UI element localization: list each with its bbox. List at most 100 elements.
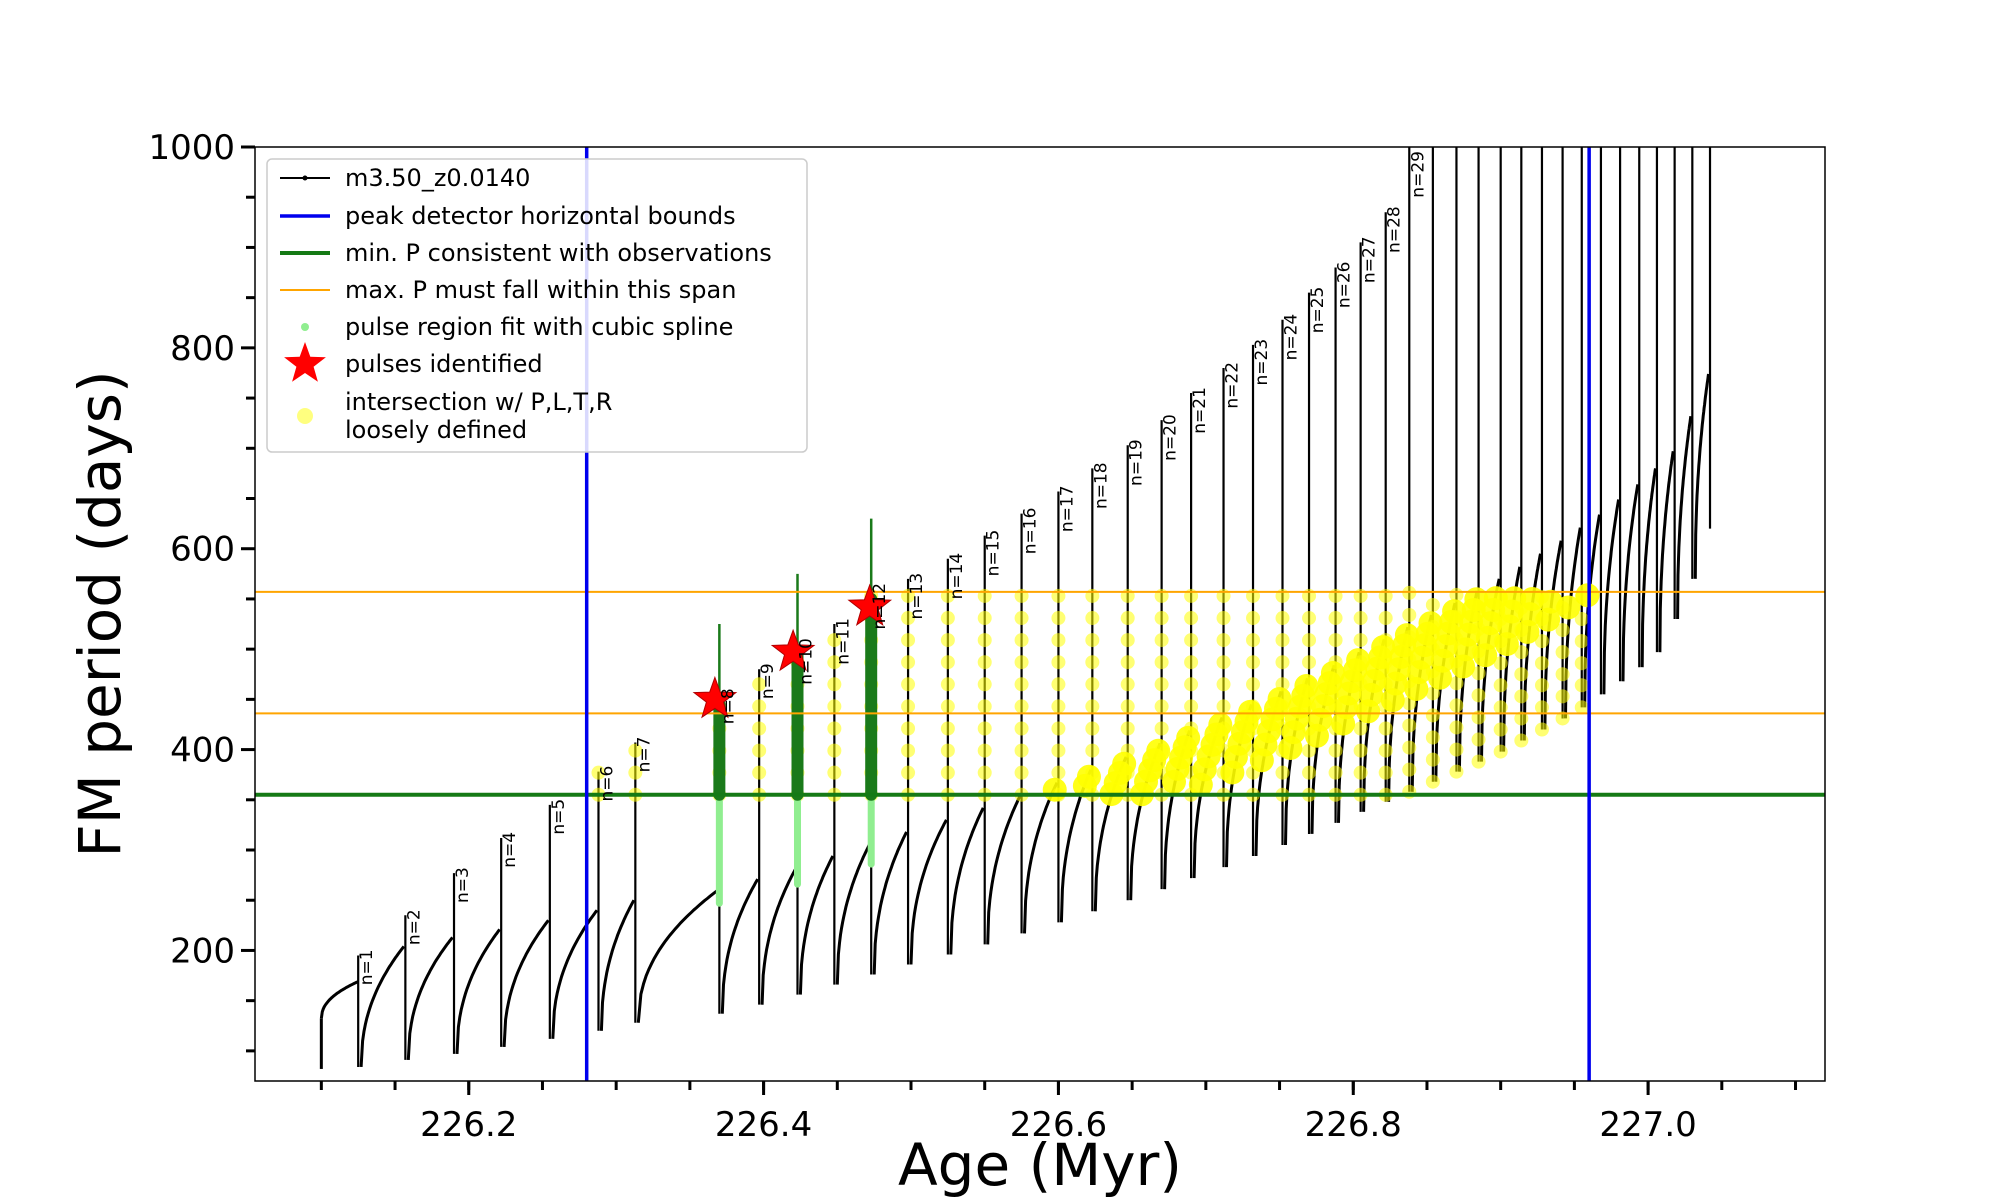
intersection-marker: [1574, 656, 1589, 671]
intersection-marker: [1120, 699, 1135, 714]
intersection-marker: [1184, 611, 1199, 626]
intersection-marker: [1402, 585, 1417, 600]
pulse-number-label: n=1: [357, 949, 377, 985]
x-tick-label: 226.2: [420, 1105, 517, 1145]
pulse-number-label: n=10: [796, 638, 816, 685]
intersection-marker: [1574, 678, 1589, 693]
intersection-marker: [1042, 777, 1067, 802]
intersection-marker: [1302, 743, 1317, 758]
intersection-marker: [1514, 711, 1529, 726]
legend-swatch: [284, 342, 326, 382]
intersection-marker: [1154, 611, 1169, 626]
pulse-number-label: n=12: [870, 583, 890, 630]
intersection-marker: [1014, 633, 1029, 648]
intersection-marker: [1184, 699, 1199, 714]
intersection-marker: [901, 655, 916, 670]
track-segment: [1023, 782, 1059, 934]
intersection-marker: [1154, 655, 1169, 670]
intersection-marker: [1051, 699, 1066, 714]
intersection-marker: [1394, 623, 1419, 648]
intersection-marker: [628, 743, 643, 758]
intersection-marker: [1402, 740, 1417, 755]
intersection-marker: [1216, 655, 1231, 670]
pulse-number-label: n=18: [1091, 462, 1111, 509]
pulse-number-label: n=21: [1190, 387, 1210, 434]
intersection-marker: [1051, 677, 1066, 692]
intersection-marker: [1328, 633, 1343, 648]
intersection-marker: [1425, 752, 1440, 767]
intersection-marker: [1378, 765, 1393, 780]
intersection-marker: [1076, 764, 1101, 789]
legend-box: [266, 158, 808, 453]
intersection-marker: [1534, 678, 1549, 693]
intersection-marker: [977, 765, 992, 780]
intersection-marker: [1449, 676, 1464, 691]
intersection-marker: [827, 677, 842, 692]
legend-label: m3.50_z0.0140: [345, 164, 530, 192]
track-segment: [455, 928, 501, 1054]
intersection-marker: [827, 699, 842, 714]
intersection-marker: [1085, 677, 1100, 692]
intersection-marker: [1275, 633, 1290, 648]
intersection-marker: [901, 765, 916, 780]
pulse-number-label: n=3: [453, 867, 473, 903]
intersection-marker: [1154, 677, 1169, 692]
intersection-marker: [827, 655, 842, 670]
intersection-marker: [1449, 742, 1464, 757]
intersection-marker: [1425, 774, 1440, 789]
plot-frame: [254, 146, 1826, 1082]
intersection-marker: [1014, 655, 1029, 670]
intersection-marker: [1555, 623, 1570, 638]
intersection-marker: [940, 677, 955, 692]
intersection-marker: [1085, 611, 1100, 626]
pulse-number-label: n=14: [947, 553, 967, 600]
intersection-marker: [977, 633, 992, 648]
intersection-marker: [1515, 619, 1540, 644]
intersection-marker: [1493, 700, 1508, 715]
intersection-marker: [1328, 765, 1343, 780]
intersection-marker: [1275, 611, 1290, 626]
intersection-marker: [1471, 732, 1486, 747]
pulse-number-label: n=8: [718, 688, 738, 724]
y-tick-label: 400: [170, 731, 235, 771]
intersection-marker: [901, 721, 916, 736]
intersection-marker: [940, 765, 955, 780]
intersection-marker: [1328, 743, 1343, 758]
intersection-marker: [1302, 655, 1317, 670]
intersection-marker: [1051, 743, 1066, 758]
pulse-number-label: n=26: [1335, 262, 1355, 309]
pulse-number-label: n=20: [1161, 414, 1181, 461]
intersection-marker: [1449, 698, 1464, 713]
intersection-marker: [1112, 751, 1137, 776]
legend-label: pulses identified: [345, 350, 543, 378]
intersection-marker: [901, 677, 916, 692]
intersection-marker: [1320, 661, 1345, 686]
intersection-marker: [901, 633, 916, 648]
intersection-marker: [1085, 721, 1100, 736]
intersection-marker: [1014, 721, 1029, 736]
intersection-marker: [940, 611, 955, 626]
y-axis-title: FM period (days): [66, 370, 134, 857]
intersection-marker: [1120, 611, 1135, 626]
track-segment: [1693, 373, 1710, 579]
intersection-marker: [1238, 699, 1263, 724]
y-tick-label: 200: [170, 931, 235, 971]
intersection-marker: [1208, 712, 1233, 737]
track-segment: [636, 888, 719, 1023]
track-segment: [406, 936, 454, 1060]
intersection-marker: [977, 743, 992, 758]
pulse-number-label: n=9: [758, 663, 778, 699]
track-segment: [949, 807, 985, 955]
pulse-number-label: n=5: [549, 799, 569, 835]
pulse-number-label: n=6: [597, 766, 617, 802]
x-tick-label: 226.8: [1305, 1105, 1402, 1145]
legend-swatch: [302, 175, 308, 181]
intersection-marker: [1555, 645, 1570, 660]
intersection-marker: [1449, 720, 1464, 735]
intersection-marker: [1371, 635, 1396, 660]
intersection-marker: [1418, 611, 1443, 636]
intersection-marker: [1346, 648, 1371, 673]
